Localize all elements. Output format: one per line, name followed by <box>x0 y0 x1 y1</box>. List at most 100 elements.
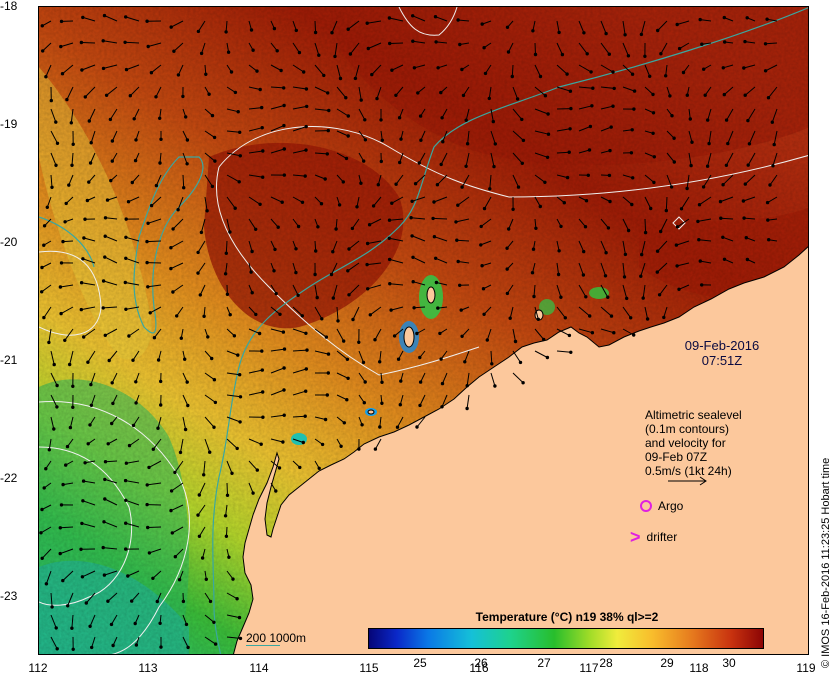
velocity-arrow <box>600 42 610 55</box>
velocity-arrow-head <box>485 338 489 342</box>
velocity-arrow-head <box>609 314 614 318</box>
velocity-arrow <box>170 20 184 28</box>
velocity-arrow <box>348 240 360 250</box>
velocity-arrow <box>91 636 96 648</box>
velocity-arrow-head <box>71 405 75 409</box>
velocity-arrow-head <box>320 442 325 447</box>
velocity-arrow-head <box>300 314 304 318</box>
velocity-arrow-head <box>347 247 351 251</box>
velocity-arrow-head <box>45 205 50 210</box>
velocity-arrow <box>440 152 448 165</box>
velocity-arrow-head <box>64 201 68 206</box>
velocity-arrow-head <box>718 199 723 204</box>
velocity-arrow-head <box>542 337 546 342</box>
velocity-arrow <box>174 548 184 558</box>
velocity-arrow-head <box>327 108 331 113</box>
isobath-legend: 200 1000m <box>246 631 307 645</box>
velocity-arrow-head <box>645 317 650 321</box>
velocity-arrow-head <box>259 442 263 446</box>
velocity-arrow-head <box>622 275 627 279</box>
velocity-arrow-head <box>387 218 392 222</box>
velocity-arrow <box>82 16 96 22</box>
velocity-arrow-head <box>675 22 679 27</box>
velocity-arrow-head <box>275 49 279 53</box>
velocity-arrow-head <box>439 357 443 361</box>
velocity-arrow <box>104 498 118 506</box>
velocity-arrow <box>556 42 563 55</box>
velocity-arrow-head <box>587 148 592 152</box>
velocity-arrow-head <box>668 94 672 98</box>
velocity-arrow-head <box>460 185 464 189</box>
velocity-arrow <box>336 64 341 79</box>
velocity-arrow <box>103 521 118 528</box>
velocity-arrow-head <box>183 357 187 361</box>
velocity-arrow <box>394 328 404 337</box>
velocity-arrow-head <box>183 427 188 432</box>
velocity-arrow-head <box>677 46 682 51</box>
velocity-arrow-head <box>223 514 228 518</box>
velocity-arrow-head <box>493 142 497 146</box>
velocity-arrow-head <box>251 491 255 495</box>
velocity-arrow <box>458 261 470 264</box>
velocity-arrow-head <box>317 466 321 470</box>
velocity-arrow <box>644 218 647 233</box>
velocity-arrow-head <box>237 615 242 620</box>
velocity-arrow <box>50 174 53 188</box>
velocity-arrow <box>62 64 74 75</box>
velocity-arrow-head <box>623 33 627 37</box>
date-label: 09-Feb-2016 <box>684 338 760 353</box>
velocity-arrow-head <box>325 152 329 156</box>
velocity-arrow <box>248 150 263 154</box>
velocity-arrow <box>657 20 668 31</box>
velocity-arrow-head <box>169 246 173 250</box>
velocity-arrow <box>490 130 496 145</box>
velocity-arrow <box>170 504 184 512</box>
velocity-arrow-head <box>110 421 114 426</box>
velocity-arrow <box>600 218 609 229</box>
velocity-arrow-head <box>604 251 608 255</box>
velocity-arrow-head <box>439 90 443 95</box>
velocity-arrow <box>411 235 426 242</box>
velocity-arrow-head <box>505 246 509 250</box>
velocity-arrow <box>641 240 646 255</box>
velocity-arrow <box>457 196 470 206</box>
velocity-arrow-head <box>440 381 445 386</box>
velocity-arrow-head <box>316 225 320 229</box>
velocity-arrow-head <box>584 295 588 299</box>
velocity-arrow <box>461 174 470 188</box>
velocity-arrow <box>600 86 615 89</box>
velocity-arrow <box>556 284 562 298</box>
velocity-arrow-head <box>584 199 589 203</box>
velocity-arrow <box>85 592 96 604</box>
velocity-arrow <box>358 108 366 121</box>
velocity-arrow-head <box>156 426 160 430</box>
velocity-arrow <box>50 372 58 386</box>
velocity-arrow <box>700 19 712 22</box>
velocity-arrow <box>578 86 593 89</box>
velocity-arrow <box>490 152 495 167</box>
velocity-arrow-head <box>651 111 656 115</box>
velocity-arrow <box>204 394 216 403</box>
velocity-arrow <box>578 42 588 55</box>
velocity-arrow <box>697 218 712 222</box>
velocity-arrow-head <box>409 216 413 220</box>
velocity-arrow <box>182 152 188 164</box>
lon-label: 115 <box>359 661 379 675</box>
velocity-arrow <box>747 108 756 121</box>
velocity-arrow-head <box>533 52 538 57</box>
velocity-arrow <box>434 236 448 242</box>
velocity-arrow <box>600 64 614 73</box>
velocity-arrow <box>744 217 756 220</box>
velocity-arrow-head <box>506 50 511 54</box>
velocity-arrow-head <box>705 164 710 168</box>
velocity-arrow-head <box>81 499 85 503</box>
velocity-arrow-head <box>134 643 139 647</box>
velocity-arrow-head <box>83 217 87 221</box>
velocity-arrow <box>41 284 52 293</box>
velocity-arrow <box>270 125 285 132</box>
velocity-arrow-head <box>261 390 265 394</box>
velocity-arrow-head <box>212 135 217 140</box>
velocity-arrow <box>678 284 690 290</box>
velocity-arrow-head <box>68 362 72 367</box>
velocity-arrow <box>676 262 690 267</box>
